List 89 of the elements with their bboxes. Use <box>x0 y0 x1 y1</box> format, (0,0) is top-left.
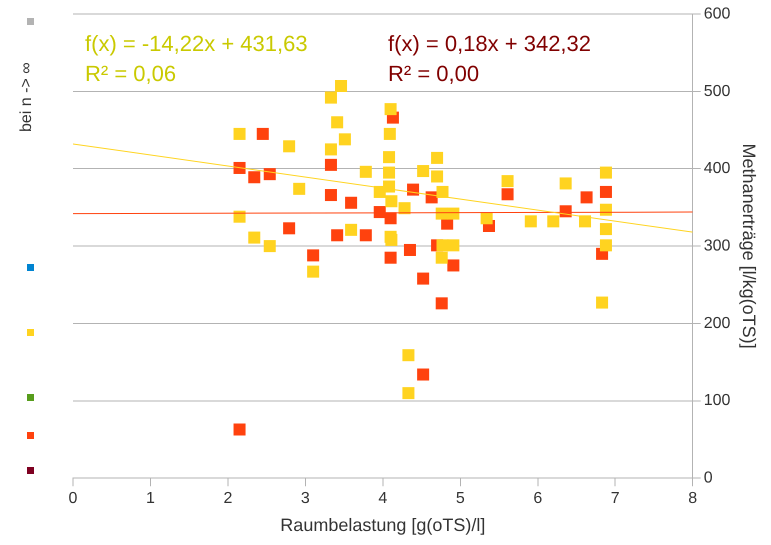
y-tick-label: 0 <box>704 470 713 487</box>
point <box>307 266 320 278</box>
point <box>360 166 372 178</box>
point <box>234 210 246 223</box>
x-tick-label: 0 <box>68 490 78 508</box>
point <box>524 215 537 228</box>
point <box>374 206 386 218</box>
point <box>234 128 246 140</box>
x-axis-title: Raumbelastung [g(oTS)/l] <box>280 515 486 536</box>
point <box>324 158 337 171</box>
point <box>248 232 260 244</box>
point <box>447 239 460 252</box>
point <box>331 116 344 128</box>
text: bei n -> ∞ <box>18 62 36 132</box>
point <box>417 272 430 285</box>
point <box>384 252 397 264</box>
point <box>580 191 593 204</box>
point <box>360 229 372 242</box>
point <box>502 188 514 200</box>
x-tick-label: 2 <box>223 490 232 508</box>
point <box>431 152 444 164</box>
point <box>596 296 608 309</box>
point <box>307 249 320 262</box>
x-tick-label: 3 <box>300 490 310 508</box>
point <box>384 212 397 224</box>
point <box>417 368 430 381</box>
x-tick-label: 4 <box>378 490 388 508</box>
point <box>324 92 337 104</box>
point <box>600 166 612 179</box>
x-tick-label: 8 <box>688 490 698 508</box>
point <box>600 186 612 198</box>
annotation: R² = 0,00 <box>388 61 480 86</box>
point <box>283 140 296 152</box>
point <box>417 165 430 178</box>
point <box>600 239 612 252</box>
point <box>234 423 246 436</box>
y-tick-label: 600 <box>704 5 730 22</box>
point <box>335 80 348 92</box>
point <box>436 208 448 220</box>
point <box>384 128 396 140</box>
point <box>447 259 460 272</box>
annotation: R² = 0,06 <box>85 61 176 86</box>
x-tick-label: 1 <box>146 490 156 508</box>
annotation: f(x) = 0,18x + 342,32 <box>388 31 592 56</box>
point <box>547 215 560 228</box>
y-tick-label: 500 <box>704 82 730 100</box>
point <box>331 229 344 242</box>
y-tick-label: 100 <box>704 392 730 410</box>
point <box>436 186 449 198</box>
point <box>234 162 246 174</box>
point <box>324 143 337 156</box>
point <box>383 151 396 164</box>
point <box>385 234 398 246</box>
point <box>383 166 396 179</box>
point <box>384 103 397 116</box>
point <box>264 168 276 180</box>
x-tick-label: 6 <box>533 490 542 508</box>
y-tick-label: 200 <box>704 314 730 332</box>
point <box>248 171 260 184</box>
point <box>436 252 448 264</box>
point <box>560 177 572 190</box>
y-tick-label: 400 <box>704 160 730 178</box>
point <box>600 223 612 236</box>
point <box>345 196 358 209</box>
x-tick-label: 7 <box>610 490 620 508</box>
point <box>293 182 306 195</box>
point <box>283 222 296 234</box>
point <box>579 215 592 228</box>
point <box>256 128 269 140</box>
y-tick-label: 300 <box>704 238 730 255</box>
point <box>600 204 612 216</box>
point <box>480 212 493 224</box>
point <box>345 224 358 236</box>
point <box>402 387 414 400</box>
point <box>404 244 416 256</box>
point <box>324 189 337 202</box>
point <box>385 195 398 208</box>
y-axis-title: Methanerträge [l/kg(oTS)] <box>739 144 760 349</box>
point <box>436 297 448 310</box>
point <box>431 170 444 182</box>
point <box>447 208 460 220</box>
point <box>402 349 414 362</box>
point <box>436 239 449 252</box>
point <box>502 175 514 188</box>
point <box>264 240 276 252</box>
point <box>338 133 351 146</box>
annotation: f(x) = -14,22x + 431,63 <box>85 31 308 56</box>
x-tick-label: 5 <box>456 490 465 508</box>
point <box>383 180 396 193</box>
